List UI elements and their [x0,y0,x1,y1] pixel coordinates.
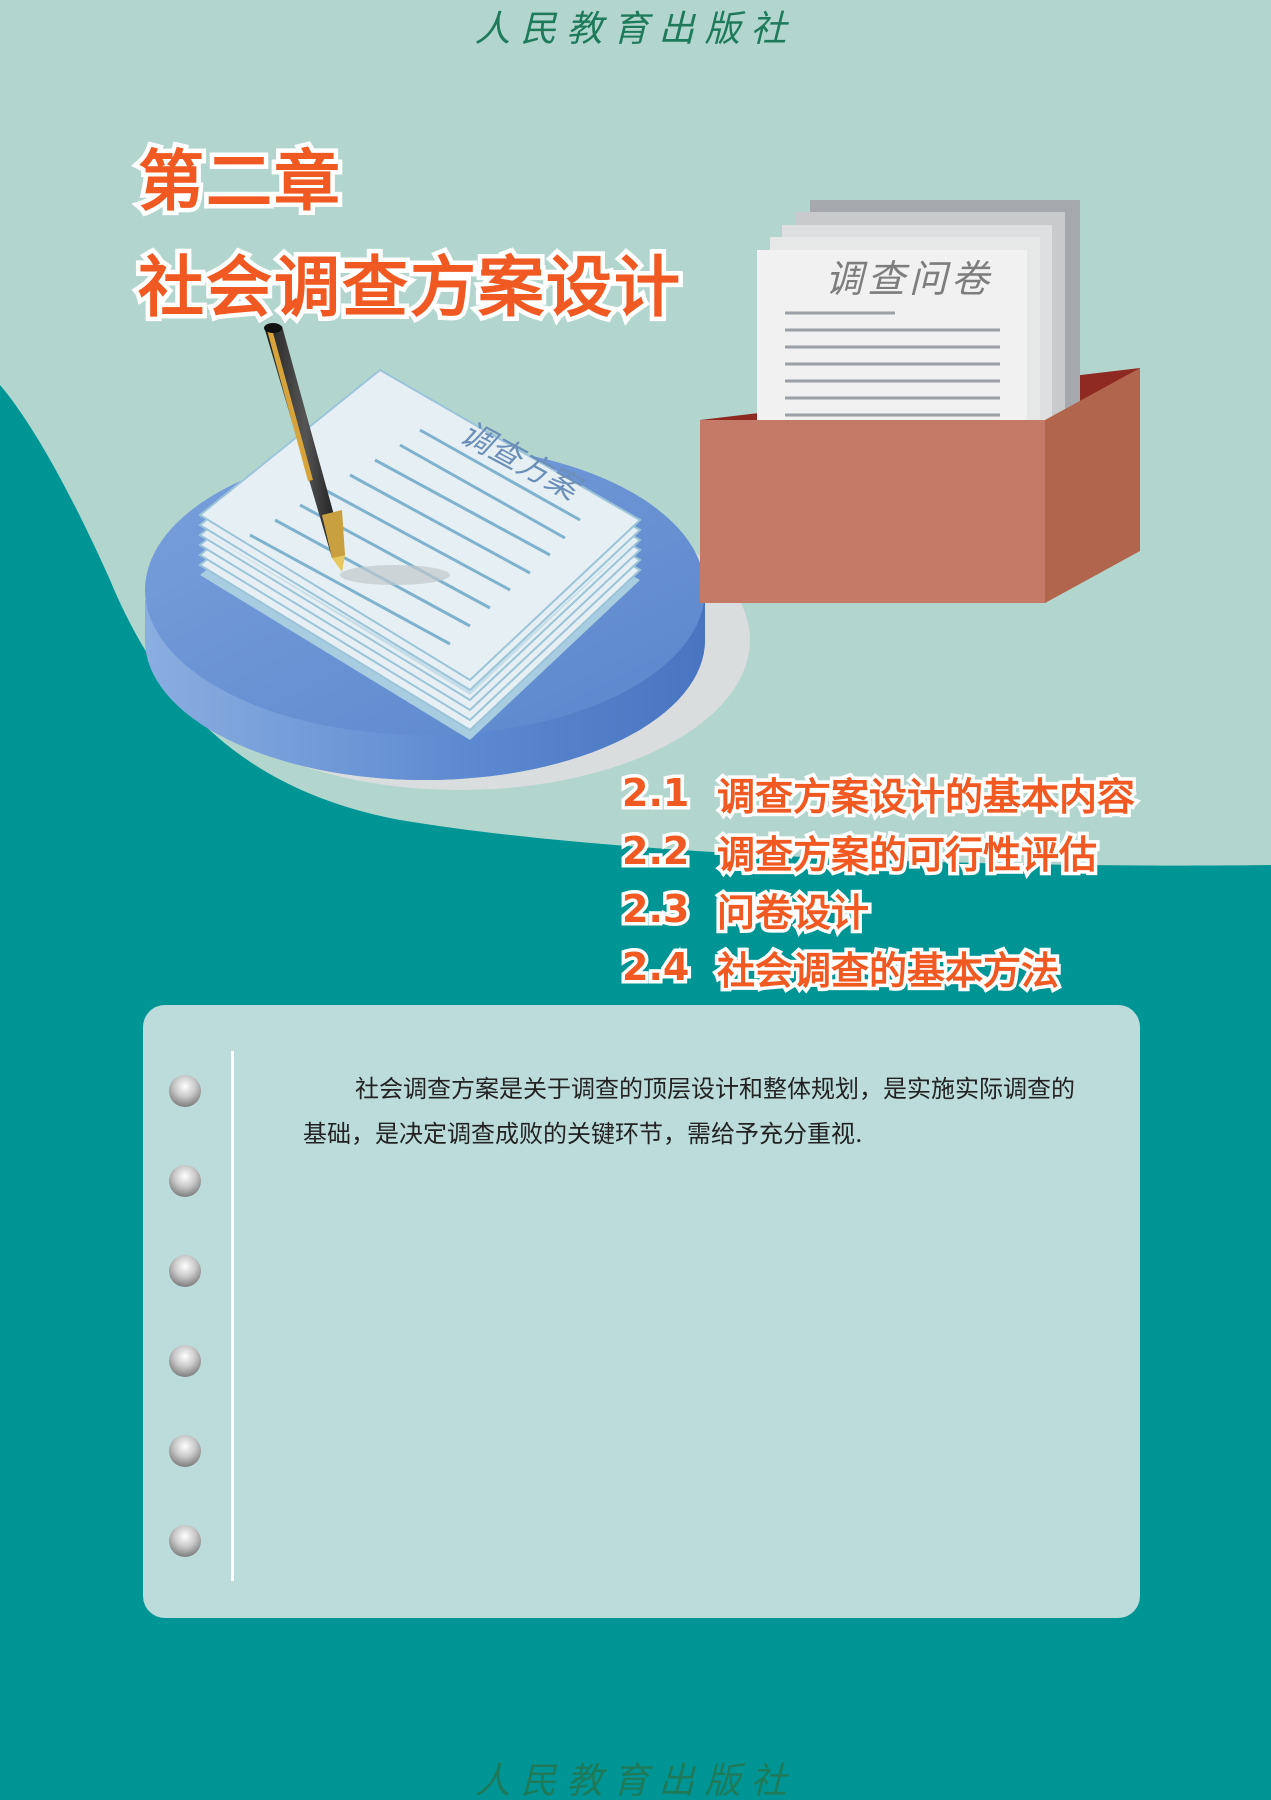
intro-notebook-card: 社会调查方案是关于调查的顶层设计和整体规划，是实施实际调查的基础，是决定调查成败… [143,1005,1140,1618]
binder-ring-icon [169,1525,201,1557]
binder-ring-icon [169,1255,201,1287]
toc-item[interactable]: 2.4 社会调查的基本方法 [619,938,1135,997]
binder-ring-icon [169,1165,201,1197]
chapter-number: 第二章 [134,139,345,225]
binder-ring-icon [169,1435,201,1467]
intro-paragraph: 社会调查方案是关于调查的顶层设计和整体规划，是实施实际调查的基础，是决定调查成败… [303,1075,1075,1148]
chapter-title: 社会调查方案设计 [134,245,685,331]
toc-item-title: 问卷设计 [713,887,872,938]
toc-item[interactable]: 2.3 问卷设计 [619,880,1135,939]
toc-item-number: 2.2 [619,826,693,877]
binder-ring-icon [169,1345,201,1377]
toc-item-title: 调查方案的可行性评估 [713,829,1100,880]
toc-item-title: 调查方案设计的基本内容 [713,771,1138,822]
toc-item-number: 2.4 [619,942,693,993]
toc-item-number: 2.3 [619,884,693,935]
toc-item[interactable]: 2.2 调查方案的可行性评估 [619,822,1135,881]
questionnaire-label: 调查问卷 [825,257,993,301]
publisher-logo-top: 人民教育出版社 [474,9,797,50]
toc-item-number: 2.1 [619,768,693,819]
margin-rule [231,1051,234,1581]
pen-icon [264,323,345,572]
toc-item-title: 社会调查的基本方法 [713,945,1062,996]
toc-item[interactable]: 2.1 调查方案设计的基本内容 [619,764,1139,823]
questionnaire-box [700,200,1140,603]
binder-ring-icon [169,1075,201,1107]
table-of-contents: 2.1 调查方案设计的基本内容 2.2 调查方案的可行性评估 2.3 问卷设计 … [619,764,1139,997]
publisher-logo-bottom: 人民教育出版社 [474,1761,797,1800]
